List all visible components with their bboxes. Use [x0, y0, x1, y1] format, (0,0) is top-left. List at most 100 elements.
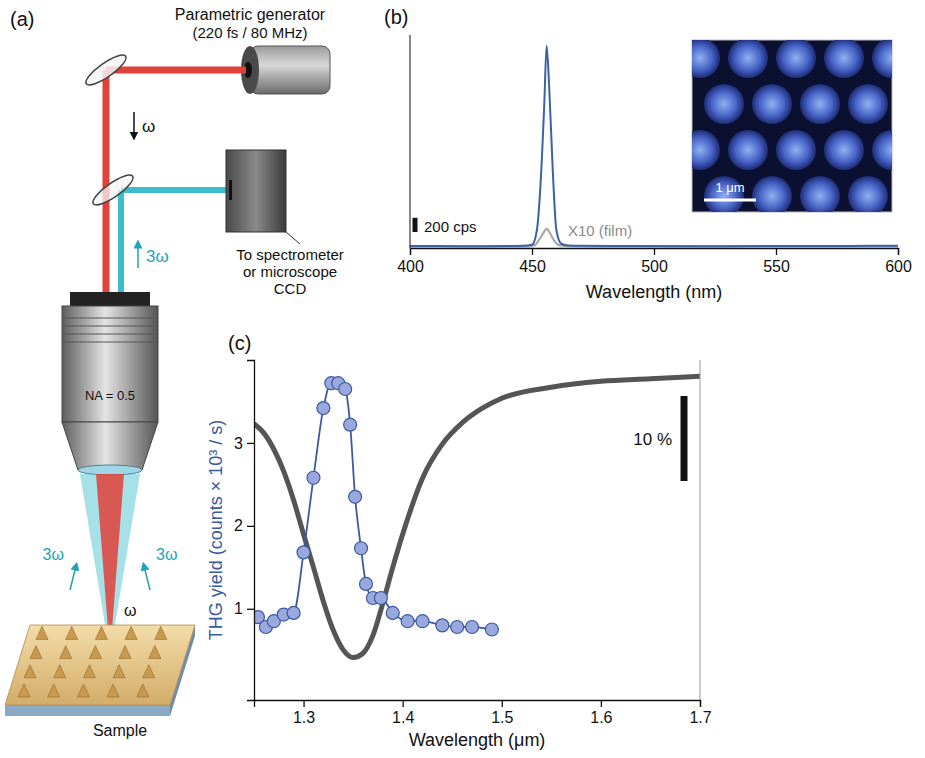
thg-fit-line [258, 383, 492, 629]
thg-point [339, 383, 352, 396]
thg-point [416, 615, 429, 628]
spectrum-line [410, 46, 898, 247]
panel-b: (b)1 μm400450500550600Wavelength (nm)200… [384, 6, 925, 302]
particle [800, 176, 840, 212]
tick: 1.6 [590, 700, 612, 726]
thg-point [401, 615, 414, 628]
particle [728, 130, 768, 170]
thg-point [374, 592, 387, 605]
tick-label: 400 [397, 258, 424, 275]
beam-label: 3ω [146, 247, 169, 266]
spectrum-line [410, 228, 898, 246]
nanocone [36, 626, 48, 639]
detector-label: To spectrometer [236, 246, 344, 263]
thg-point [287, 606, 300, 619]
tick-label: 1 [234, 600, 243, 617]
tick: 3 [234, 435, 254, 452]
axis-title: Wavelength (μm) [409, 730, 546, 750]
thg-point [297, 546, 310, 559]
thg-point [349, 490, 362, 503]
tick: 1.5 [491, 700, 513, 726]
sample-label: Sample [93, 722, 147, 739]
tick-label: 550 [763, 258, 790, 275]
tick: 600 [885, 248, 912, 275]
leader [286, 232, 300, 244]
nanocone [119, 646, 131, 659]
nanocone [83, 665, 95, 678]
nanocone [125, 626, 137, 639]
generator-body [250, 46, 330, 94]
tick-mark [776, 248, 777, 255]
particle [704, 84, 744, 124]
nanocone [149, 646, 161, 659]
thg-point [317, 402, 330, 415]
scale-bar [413, 218, 418, 232]
tick: 400 [397, 248, 424, 275]
beam-label: ω [142, 117, 155, 136]
detector-slit [229, 180, 232, 200]
particle [800, 84, 840, 124]
tick-mark [654, 248, 655, 255]
tick-label: 600 [885, 258, 912, 275]
tick: 1.7 [689, 700, 711, 726]
axis: 1 2 3 [234, 361, 254, 701]
sample-front [5, 705, 170, 716]
tick-mark [247, 443, 254, 444]
particle [776, 40, 816, 78]
tick-mark [601, 700, 602, 707]
sample-top [5, 625, 195, 705]
thg-point [307, 471, 320, 484]
scale-bar-label: 200 cps [424, 218, 477, 235]
nanocone [60, 646, 72, 659]
arrow [133, 112, 135, 136]
tick-label: 450 [519, 258, 546, 275]
axis-line [411, 249, 899, 256]
panel-label: (a) [10, 8, 34, 30]
beam-fundamental [106, 67, 246, 74]
particle [872, 130, 892, 170]
tick-label: 1.6 [590, 709, 612, 726]
tick-label: 500 [641, 258, 668, 275]
axis-title: Wavelength (nm) [586, 282, 722, 302]
tick-label: 1.5 [491, 709, 513, 726]
nanocone [54, 665, 66, 678]
nanocone [89, 646, 101, 659]
optical-curve [254, 376, 700, 657]
particle [824, 40, 864, 78]
thg-point [485, 623, 498, 636]
objective-label: NA = 0.5 [85, 388, 135, 403]
objective-nose [62, 422, 158, 470]
axis-line [247, 361, 255, 701]
particle [848, 176, 888, 212]
thg-point [344, 418, 357, 431]
detector-label: CCD [274, 280, 307, 297]
mirror [82, 51, 129, 90]
tick-label: 2 [234, 517, 243, 534]
tick-mark [502, 700, 503, 707]
axis-title: THG yield (counts × 10³ / s) [206, 420, 226, 641]
tick-label: 1.7 [689, 709, 711, 726]
tick: 1.4 [392, 700, 414, 726]
objective-body [62, 306, 158, 422]
y2-axis-line [700, 360, 701, 700]
nanocone [113, 665, 125, 678]
y-axis-line [410, 35, 411, 248]
particle [824, 130, 864, 170]
arrow [137, 244, 139, 268]
tick-mark [532, 248, 533, 255]
beam-label: ω [124, 602, 137, 619]
tick-mark [247, 526, 254, 527]
nanocone [18, 684, 30, 697]
particle [692, 130, 720, 170]
nanocone [48, 684, 60, 697]
tick-label: 3 [234, 435, 243, 452]
tick: 450 [519, 248, 546, 275]
axis: 1.31.41.51.61.7 [255, 700, 712, 726]
thg-point [451, 621, 464, 634]
axis-line [255, 701, 701, 708]
thg-point [355, 542, 368, 555]
nanocone [95, 626, 107, 639]
detector-label: or microscope [243, 263, 337, 280]
arrow [144, 566, 150, 590]
nanocone [66, 626, 78, 639]
